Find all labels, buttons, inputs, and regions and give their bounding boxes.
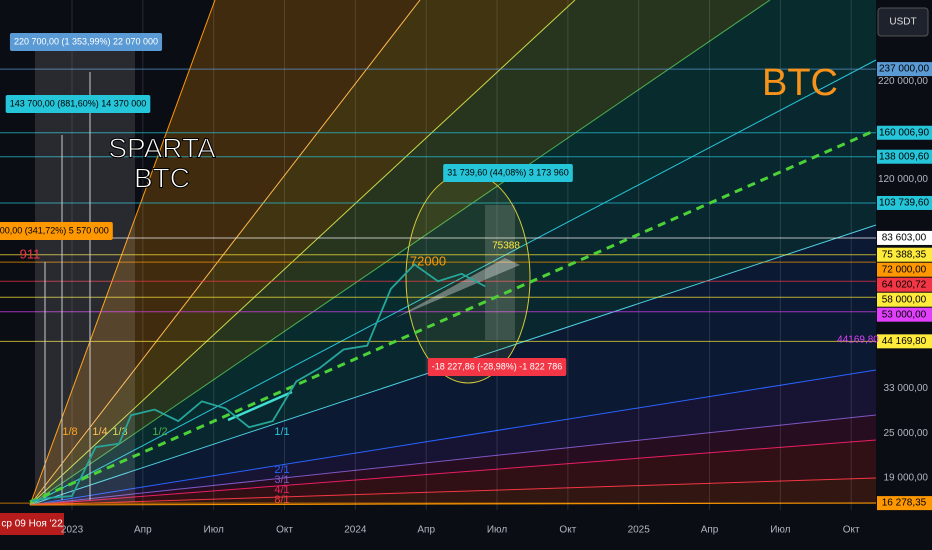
y-tick-label: 220 000,00 (878, 76, 928, 87)
price-tag (877, 307, 932, 322)
x-tick-label: Июл (487, 525, 507, 536)
price-tag (877, 496, 932, 511)
fan-line (29, 369, 877, 506)
annotation-box (427, 358, 567, 376)
price-tag (877, 230, 932, 245)
x-tick-label: Апр (701, 525, 719, 536)
price-tag-label: 83 603,00 (882, 233, 927, 244)
triangle (395, 258, 520, 318)
price-tag (877, 334, 932, 349)
price-tag-label: 64 020,72 (882, 279, 927, 290)
annotation: 72000 (410, 253, 446, 268)
y-tick-label: 25 000,00 (884, 428, 929, 439)
watermark: SPARTA (108, 132, 216, 163)
currency: USDT (889, 17, 916, 28)
price-tag (877, 195, 932, 210)
fan-line (29, 0, 576, 506)
annotation-box (5, 95, 151, 113)
fan-label: 1/1 (274, 426, 289, 438)
annotation: 31 739,60 (44,08%) 3 173 960 (447, 167, 569, 177)
price-tag-label: 44 169,80 (882, 336, 927, 347)
x-tick-label: Окт (843, 525, 860, 536)
date-label: ср 09 Ноя '22 (1, 519, 63, 530)
price-tag-label: 138 009,60 (879, 151, 929, 162)
fan-line (29, 439, 877, 506)
fan-line (29, 0, 216, 506)
annotation: 220 700,00 (1 353,99%) 22 070 000 (14, 36, 158, 46)
fan-label: 1/4 (92, 426, 107, 438)
fan-zone (30, 0, 876, 505)
plot (31, 263, 486, 502)
annotation: 75388 (492, 241, 520, 252)
price-tag (877, 62, 932, 77)
price-tag-label: 103 739,60 (879, 198, 929, 209)
price-line (31, 263, 486, 502)
annotation: 5 700,00 (341,72%) 5 570 000 (0, 225, 109, 235)
date-box (0, 513, 64, 535)
price-tag (877, 125, 932, 140)
price-tag-label: 72 000,00 (882, 264, 927, 275)
x-tick-label: Окт (276, 525, 293, 536)
annotation-box (443, 164, 573, 182)
x-tick-label: 2025 (628, 525, 651, 536)
y-tick-label: 19 000,00 (884, 473, 929, 484)
currency-box (877, 7, 929, 37)
x-tick-label: 2024 (344, 525, 367, 536)
x-tick-label: Июл (204, 525, 224, 536)
price-tag-label: 58 000,00 (882, 294, 927, 305)
annotation: 143 700,00 (881,60%) 14 370 000 (10, 98, 147, 108)
price-tag (877, 277, 932, 292)
price-tag-label: 237 000,00 (879, 64, 929, 75)
fan-line (29, 0, 771, 506)
fan-label: 4/1 (274, 484, 289, 496)
gann-fan: 1/8 1/4 1/3 1/2 1/12/13/14/18/1 (29, 0, 877, 506)
y-tick-label: 33 000,00 (884, 383, 929, 394)
annotation: -18 227,86 (-28,98%) -1 822 786 (432, 361, 563, 371)
price-tag (877, 149, 932, 164)
fan-label: 1/8 (62, 426, 77, 438)
fan-label: 1/2 (152, 426, 167, 438)
measure-box (35, 40, 135, 502)
fan-label: 3/1 (274, 474, 289, 486)
price-tag (877, 292, 932, 307)
price-tag-label: 53 000,00 (882, 309, 927, 320)
annotation: 44169,80 (837, 335, 879, 346)
measure-box (485, 205, 515, 340)
fan-line (29, 414, 877, 506)
annotation-box (0, 222, 113, 240)
fan-label: 8/1 (274, 494, 289, 506)
x-tick-label: Окт (559, 525, 576, 536)
price-tag (877, 247, 932, 262)
fan-label: 2/1 (274, 464, 289, 476)
price-tag (877, 262, 932, 277)
y-tick-label: 120 000,00 (878, 174, 928, 185)
fan-line (29, 477, 877, 506)
arrow (227, 390, 293, 422)
price-tag-label: 75 388,35 (882, 249, 927, 260)
x-tick-label: Апр (417, 525, 435, 536)
fan-line (29, 0, 421, 506)
grid (0, 0, 876, 510)
annotation-box (9, 33, 163, 51)
watermark: BTC (134, 162, 190, 193)
x-tick-label: Июл (770, 525, 790, 536)
price-tag-label: 16 278,35 (882, 498, 927, 509)
trend-line (29, 128, 877, 504)
x-tick-label: 2023 (61, 525, 84, 536)
x-tick-label: Апр (134, 525, 152, 536)
title: BTC (762, 62, 838, 104)
price-tag-label: 160 006,90 (879, 127, 929, 138)
annotation: 911 (20, 246, 41, 261)
fan-line (29, 59, 877, 506)
